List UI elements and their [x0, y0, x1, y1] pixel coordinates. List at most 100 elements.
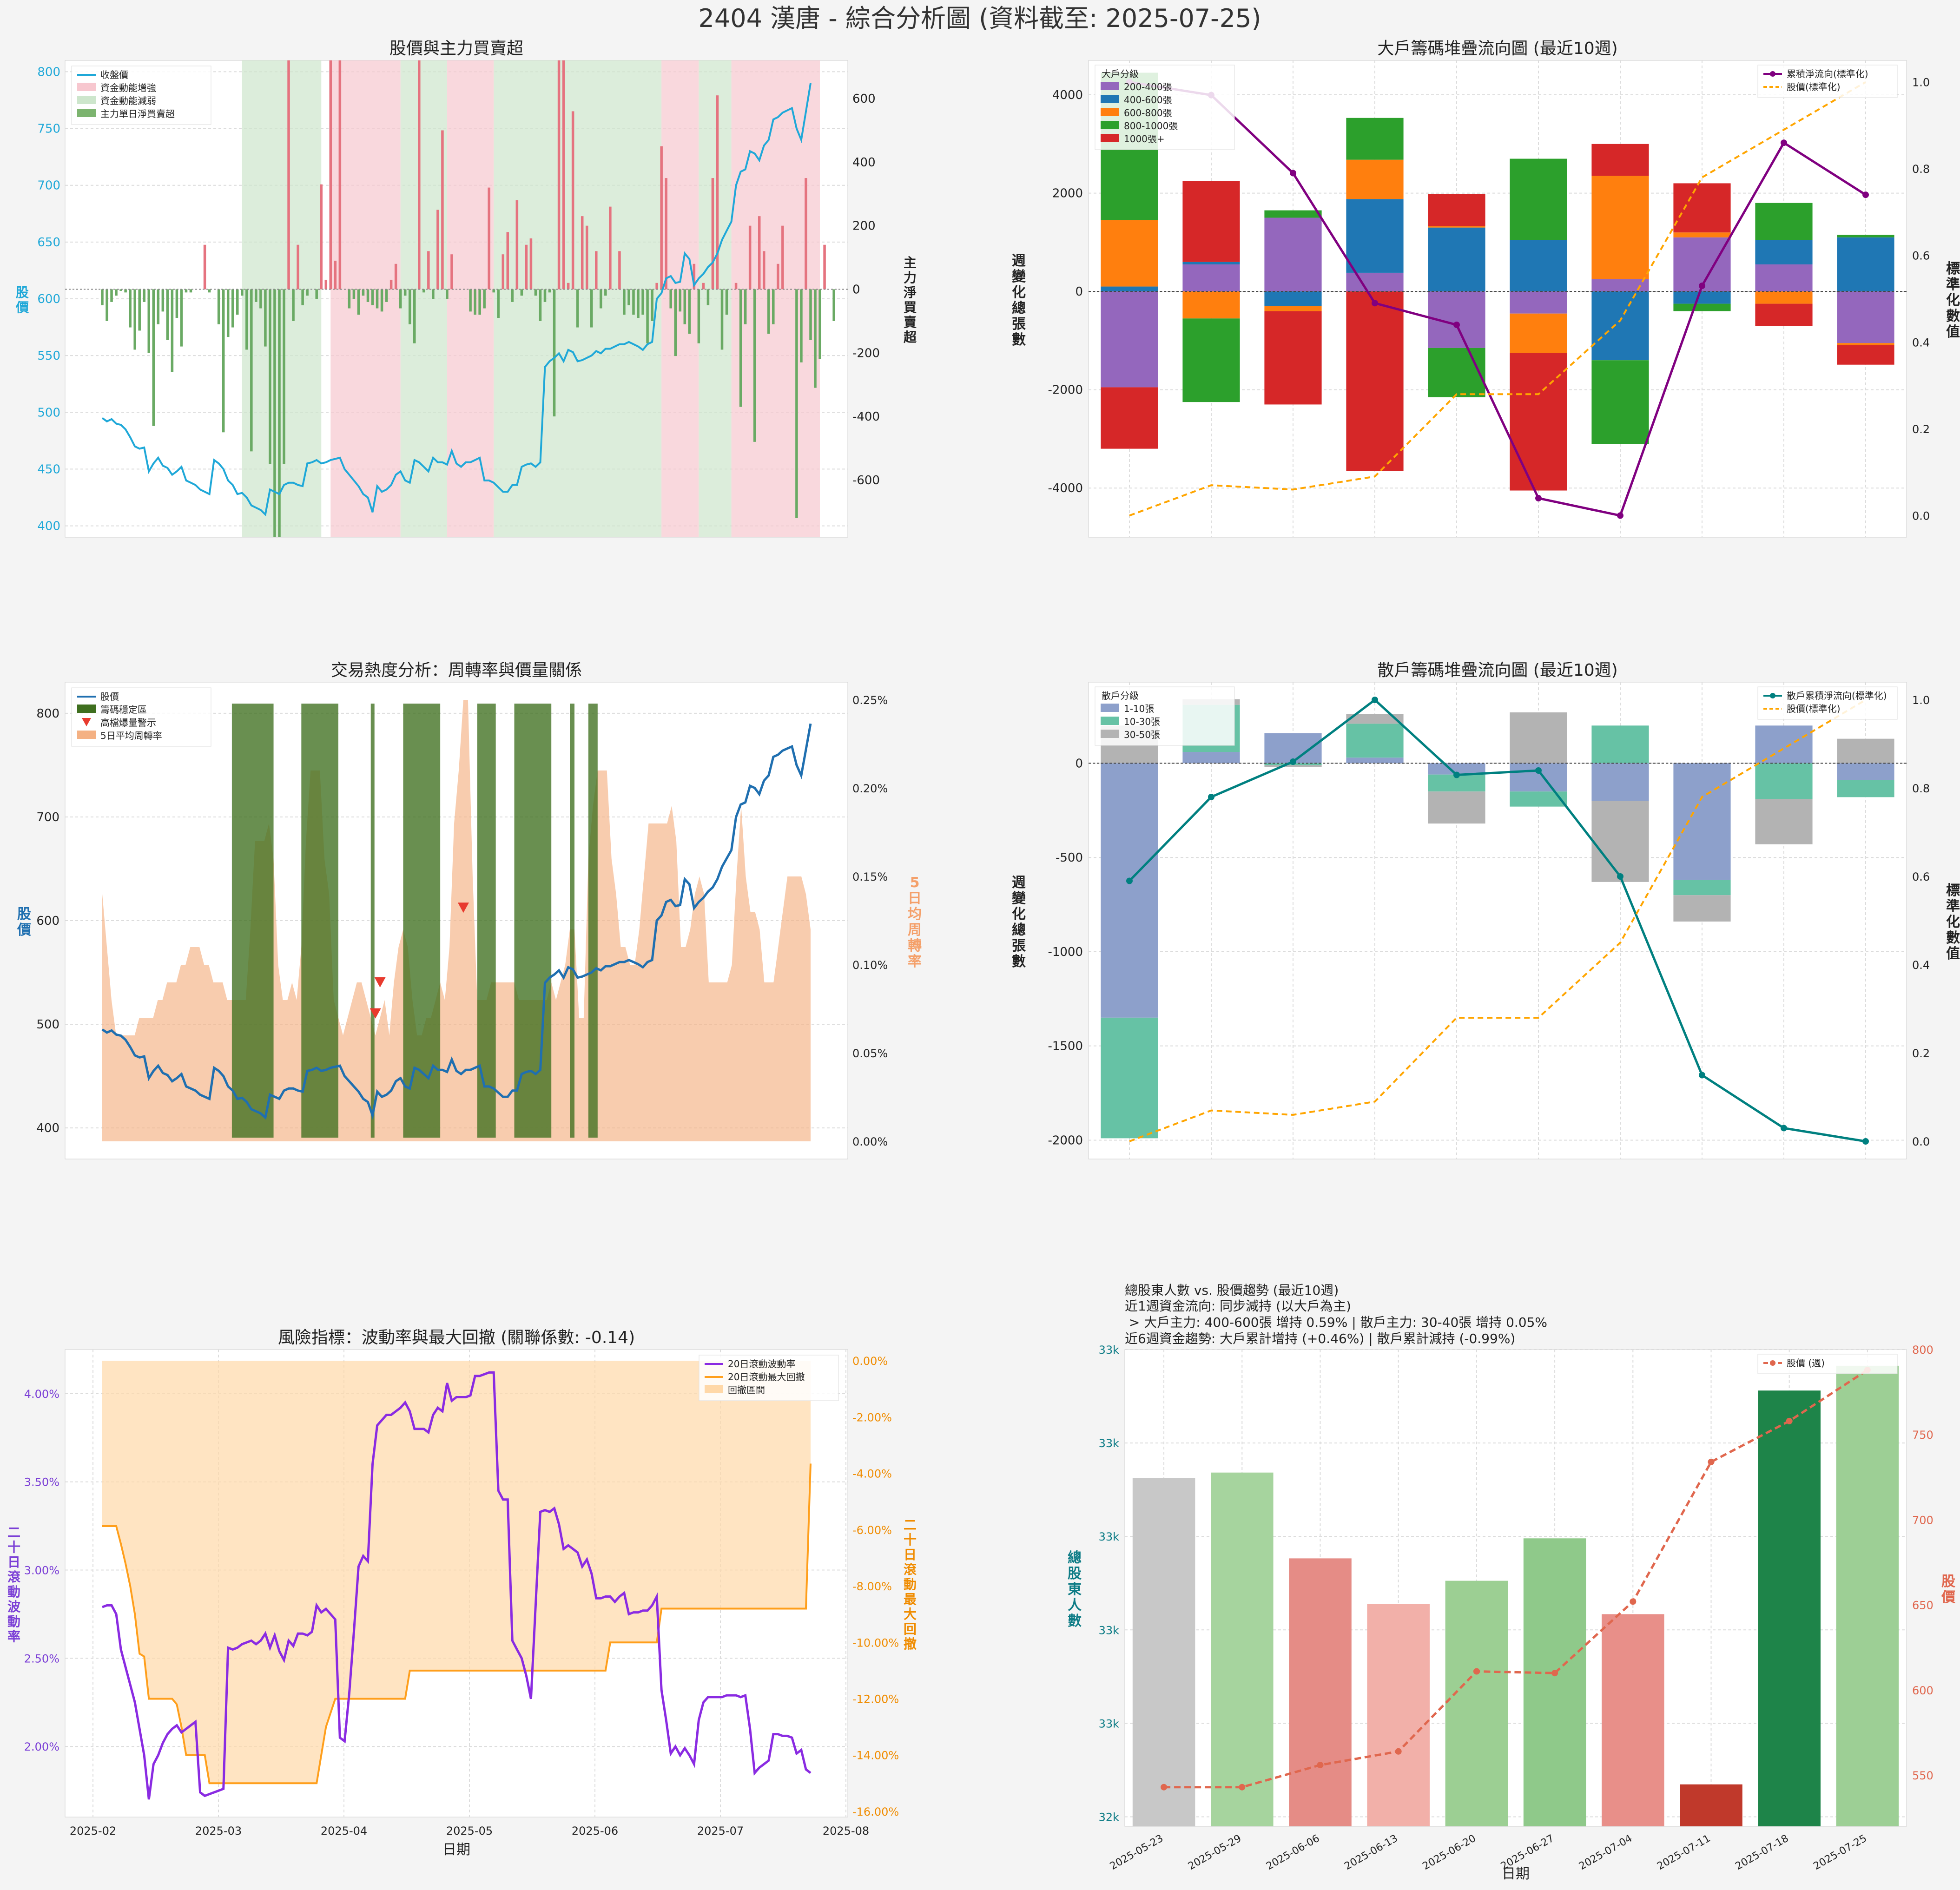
p1-y2tick: -600 [852, 474, 880, 487]
p6-y2tick: 600 [1912, 1684, 1934, 1697]
p5-ytick: 3.00% [24, 1564, 59, 1577]
p6-ytick: 33k [1099, 1530, 1120, 1543]
p4-legend2-label: 股價(標準化) [1787, 703, 1841, 714]
p2-legend2-marker [1770, 71, 1775, 77]
p4-legend-label: 30-50張 [1124, 729, 1160, 740]
p1-flow-bar [371, 289, 374, 305]
p2-stack-bar [1510, 240, 1567, 292]
p6-holder-bar [1289, 1558, 1352, 1826]
p3-y2label: 5 日均周轉率 [908, 875, 922, 970]
p1-flow-bar [734, 283, 738, 290]
p2-ytick: 4000 [1052, 88, 1083, 102]
p4-legend-title: 散戶分級 [1102, 690, 1139, 701]
p1-flow-bar [185, 289, 188, 293]
p6-price-point [1630, 1598, 1637, 1605]
p2-stack-bar [1673, 183, 1731, 233]
p6-holder-bar [1680, 1784, 1742, 1826]
p1-flow-bar [641, 289, 644, 315]
p1-flow-bar [609, 206, 612, 290]
p4-line-point [1862, 1138, 1869, 1145]
p1-regime-outflow [242, 60, 322, 537]
p2-stack-bar [1264, 210, 1322, 218]
p3-y2tick: 0.20% [852, 782, 888, 795]
p1-flow-bar [106, 289, 108, 321]
p1-regime-outflow [400, 60, 447, 537]
p1-flow-bar [767, 289, 770, 334]
p1-flow-bar [660, 146, 663, 290]
p4-stack-bar [1755, 799, 1813, 844]
p1-flow-bar [646, 289, 649, 343]
p1-flow-bar [446, 289, 449, 299]
p1-flow-bar [208, 289, 211, 293]
p2-stack-bar [1428, 194, 1485, 226]
p1-flow-bar [469, 289, 472, 312]
p4-legend-label: 1-10張 [1124, 703, 1154, 714]
p6-xtick: 2025-05-29 [1186, 1833, 1243, 1873]
p5-xtick: 2025-07 [697, 1824, 744, 1837]
p1-flow-bar [389, 279, 393, 290]
p5-y2tick: -4.00% [852, 1468, 892, 1481]
p6-holder-bar [1132, 1478, 1195, 1826]
p2-stack-bar [1182, 318, 1240, 402]
p1-y2tick: 400 [852, 156, 876, 170]
p1-ytick: 650 [37, 236, 60, 250]
p2-stack-bar [1510, 291, 1567, 314]
p4-line-point [1617, 873, 1623, 880]
p1-flow-bar [413, 289, 416, 343]
p3-stable-zone [477, 704, 496, 1138]
p6-y2label: 股價 [1941, 1574, 1955, 1606]
p1-flow-bar [101, 289, 104, 305]
p1-flow-bar [264, 289, 267, 347]
p2-stack-bar [1101, 291, 1158, 388]
p3-legend-label: 高檔爆量警示 [100, 717, 156, 728]
p1-flow-bar [720, 289, 724, 350]
p1-flow-bar [585, 225, 588, 290]
p1-flow-bar [250, 289, 253, 452]
panel1: 股價與主力買賣超 400 450 500 550 600 650 700 750 800 -600… [15, 39, 917, 538]
p4-ytick: -2000 [1048, 1133, 1083, 1147]
p1-flow-bar [394, 263, 397, 290]
p5-ylabel: 二十日滾動波動率 [7, 1525, 21, 1644]
panel6-title-line4: 近6週資金趨勢: 大戶累計增持 (+0.46%) | 散戶累計減持 (-0.99… [1125, 1331, 1515, 1346]
p3-stable-zone [370, 704, 375, 1138]
p1-price-line [101, 83, 812, 517]
p4-stack-bar [1182, 752, 1240, 764]
p1-flow-bar [236, 289, 239, 315]
p2-legend2-label: 股價(標準化) [1787, 81, 1841, 92]
panel6-title-line2: 近1週資金流向: 同步減持 (以大戶為主) [1125, 1298, 1351, 1314]
p2-stack-bar [1591, 176, 1649, 279]
p2-stack-bar [1837, 345, 1894, 365]
p5-legend-swatch [705, 1385, 723, 1393]
p5-xtick: 2025-04 [321, 1824, 367, 1837]
p4-ytick: -1500 [1048, 1040, 1083, 1054]
p4-stack-bar [1837, 780, 1894, 797]
p1-flow-bar [306, 289, 309, 296]
p4-legend-swatch [1101, 704, 1119, 712]
p1-ytick: 800 [37, 65, 60, 79]
p1-flow-bar [119, 289, 122, 291]
p1-flow-bar [171, 289, 174, 372]
p3-legend-label: 5日平均周轉率 [100, 730, 162, 741]
p1-flow-bar [483, 289, 486, 309]
p3-price-line [101, 723, 812, 1120]
p1-flow-bar [320, 184, 323, 290]
p3-y2tick: 0.10% [852, 959, 888, 972]
p1-flow-bar [348, 289, 351, 309]
p4-legend-label: 10-30張 [1124, 716, 1160, 727]
p4-stack-bar [1510, 712, 1567, 764]
p2-stack-bar [1264, 291, 1322, 306]
p2-stack-bar [1591, 291, 1649, 361]
p4-stack-bar [1591, 763, 1649, 801]
p1-flow-bar [502, 254, 505, 290]
p1-flow-bar [362, 289, 365, 296]
p3-warning-marker [370, 1008, 381, 1019]
p1-regime-inflow [330, 60, 401, 537]
p1-flow-bar [758, 216, 761, 290]
p4-stack-bar [1346, 724, 1404, 758]
p4-y2tick: 0.0 [1912, 1135, 1930, 1148]
p1-flow-bar [129, 289, 132, 328]
p3-stable-zone [570, 704, 574, 1138]
p1-flow-bar [567, 283, 570, 290]
p2-stack-bar [1591, 144, 1649, 176]
